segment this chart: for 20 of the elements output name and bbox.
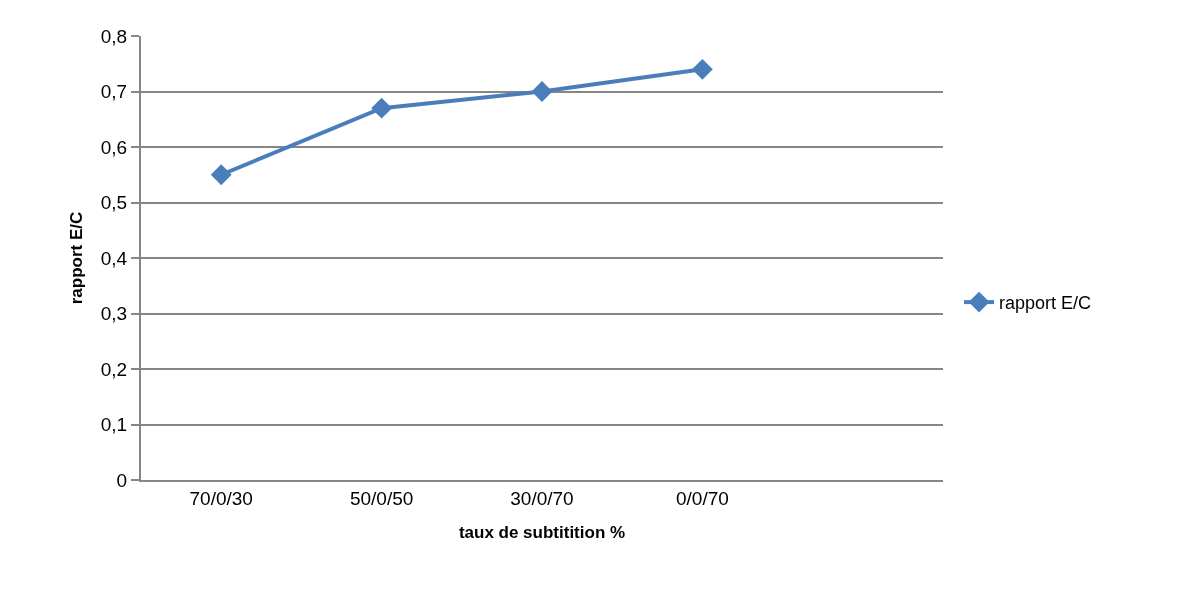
y-tick-label: 0,3 — [100, 303, 128, 325]
point — [210, 164, 232, 186]
point — [371, 97, 392, 119]
x-tick-label: 30/0/70 — [510, 487, 574, 509]
y-axis-title: rapport E/C — [66, 211, 86, 305]
y-tick-label: 0,6 — [100, 136, 128, 158]
point — [531, 81, 553, 102]
y-tick-label: 0,7 — [100, 81, 128, 103]
y-tick-label: 0,5 — [100, 192, 128, 214]
y-tick-label: 0,4 — [100, 247, 128, 269]
x-tick-label: 0/0/70 — [675, 487, 729, 509]
x-tick-label: 50/0/50 — [349, 487, 414, 509]
y-tick-label: 0 — [116, 469, 128, 491]
x-tick-label: 70/0/30 — [189, 487, 253, 509]
x-axis-title: taux de subtitition % — [458, 522, 626, 542]
y-tick-label: 0,8 — [100, 25, 128, 47]
y-tick-label: 0,2 — [100, 358, 128, 380]
y-tick-label: 0,1 — [100, 414, 128, 436]
point — [692, 58, 713, 80]
legend-label: rapport E/C — [999, 293, 1092, 314]
